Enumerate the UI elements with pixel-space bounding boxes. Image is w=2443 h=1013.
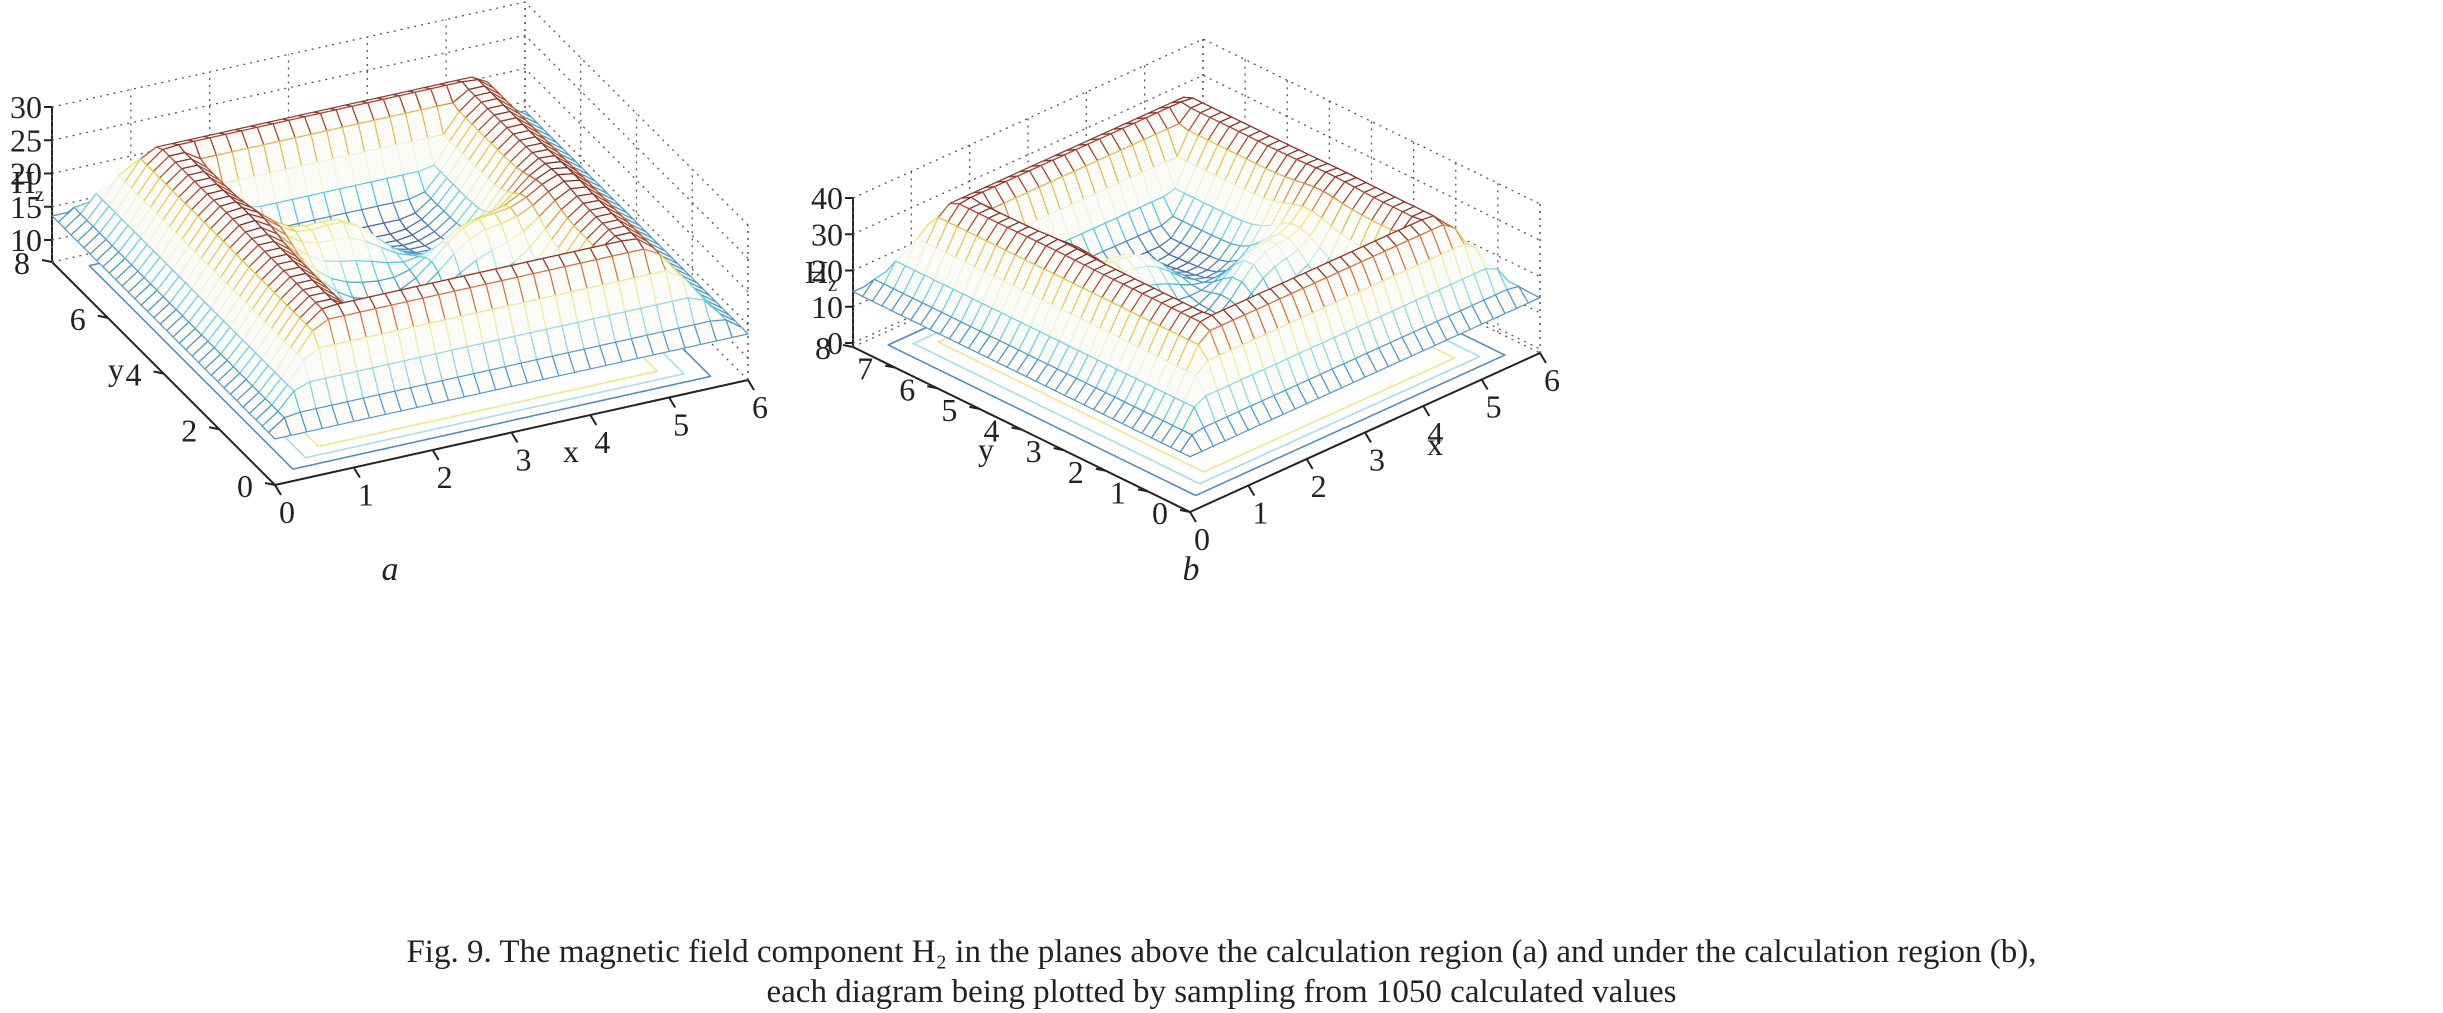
z-tick-label: 10 [10,222,42,258]
surface-mesh [50,76,750,440]
x-tick-label: 5 [673,407,689,443]
x-tick-label: 6 [1544,362,1560,398]
z-axis-label: Hz [805,254,837,296]
y-axis-label: y [978,431,994,467]
x-tick-label: 6 [752,389,768,425]
x-tick-label: 3 [1369,442,1385,478]
z-tick-label: 30 [10,89,42,125]
y-tick-label: 8 [14,245,30,281]
x-tick-label: 1 [1252,495,1268,531]
z-axis-label-main: H [805,254,828,290]
panel-label: b [1183,551,1200,588]
z-tick-label: 0 [827,325,843,361]
x-tick-label: 4 [1427,415,1443,451]
x-tick-label: 0 [1194,521,1210,557]
y-axis-label: y [108,351,124,387]
y-tick-label: 2 [1068,454,1084,490]
y-tick-label: 4 [984,413,1000,449]
z-tick-label: 20 [811,253,843,289]
figure-caption-line-2: each diagram being plotted by sampling f… [766,974,1677,1010]
x-axis-label: x [563,433,579,469]
z-tick-label: 10 [811,289,843,325]
z-tick-label: 40 [811,180,843,216]
x-tick-label: 4 [594,424,610,460]
y-tick-label: 6 [70,301,86,337]
x-tick-label: 5 [1486,389,1502,425]
y-tick-label: 8 [815,330,831,366]
y-tick-label: 4 [126,357,142,393]
z-axis-label-subscript: z [828,274,837,296]
y-tick-label: 6 [899,371,915,407]
y-tick-label: 1 [1110,474,1126,510]
z-tick-label: 30 [811,216,843,252]
x-tick-label: 2 [1311,468,1327,504]
y-tick-label: 2 [181,412,197,448]
y-tick-label: 7 [857,351,873,387]
surface-mesh [851,96,1542,458]
x-tick-label: 2 [437,459,453,495]
x-tick-label: 3 [516,442,532,478]
figure-caption-line-1: Fig. 9. The magnetic field component H₂ … [406,934,2037,970]
z-tick-label: 25 [10,122,42,158]
z-tick-label: 20 [10,156,42,192]
y-tick-label: 0 [1152,495,1168,531]
x-axis-label: x [1427,426,1443,462]
x-tick-label: 0 [279,494,295,530]
z-axis-label-main: H [12,164,35,200]
x-tick-label: 1 [358,477,374,513]
y-tick-label: 0 [237,468,253,504]
z-axis-label-subscript: z [35,184,44,206]
y-tick-label: 3 [1026,433,1042,469]
y-tick-label: 5 [941,392,957,428]
z-tick-label: 15 [10,189,42,225]
panel-label: a [382,551,399,588]
z-axis-label: Hz [12,164,44,206]
